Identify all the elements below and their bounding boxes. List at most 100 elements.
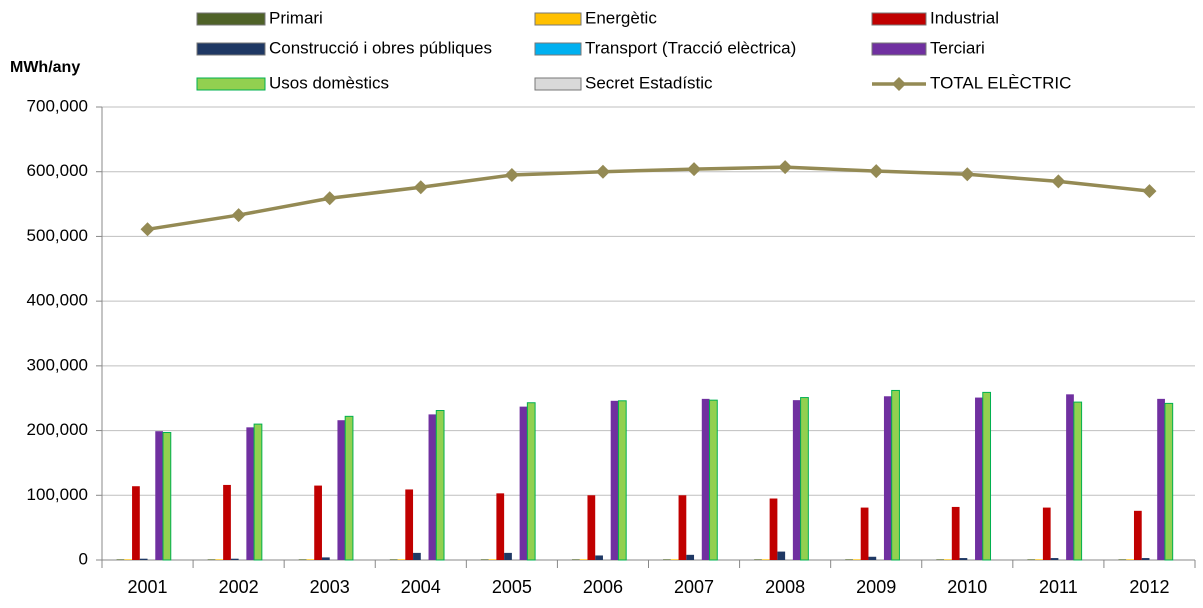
bar	[868, 556, 877, 560]
bar	[1157, 398, 1165, 560]
marker	[413, 180, 428, 195]
bar	[344, 415, 354, 561]
bar	[215, 559, 224, 560]
x-tick-label: 2012	[1129, 577, 1169, 597]
legend-swatch	[534, 12, 582, 26]
marker	[140, 222, 155, 237]
legend-swatch	[534, 77, 582, 91]
marker	[231, 208, 246, 223]
bar	[754, 559, 762, 560]
x-tick-label: 2007	[674, 577, 714, 597]
bar	[207, 559, 216, 560]
marker	[960, 167, 975, 182]
bar	[617, 400, 627, 561]
bar	[944, 559, 952, 560]
bar	[1050, 558, 1059, 560]
legend-swatch	[196, 42, 266, 56]
legend-label: Primari	[269, 8, 323, 27]
bar	[389, 559, 398, 560]
bar	[223, 484, 231, 560]
bar	[1066, 394, 1074, 560]
bar	[413, 552, 421, 560]
legend-swatch	[892, 77, 906, 91]
bar	[579, 559, 588, 560]
bar	[800, 397, 809, 561]
bar	[480, 559, 489, 560]
bar	[337, 420, 346, 560]
bar	[663, 559, 671, 560]
bar	[610, 400, 619, 560]
legend-swatch	[534, 42, 582, 56]
bar	[519, 406, 528, 560]
bar	[397, 559, 406, 560]
bar	[428, 414, 437, 560]
bar	[982, 391, 992, 561]
x-tick-label: 2011	[1039, 577, 1078, 597]
x-tick-label: 2005	[492, 577, 532, 597]
x-tick-label: 2004	[401, 577, 441, 597]
bar	[162, 432, 172, 561]
bar	[321, 557, 330, 560]
y-axis-label: MWh/any	[10, 59, 80, 76]
y-tick-label: 700,000	[27, 96, 88, 115]
bar	[405, 489, 414, 560]
y-tick-label: 300,000	[27, 355, 88, 374]
x-tick-label: 2009	[856, 577, 896, 597]
bar	[1027, 559, 1036, 560]
marker	[869, 164, 884, 179]
bar	[1126, 559, 1134, 560]
legend-label: Industrial	[930, 8, 999, 27]
bar	[1141, 558, 1150, 560]
bar	[891, 389, 900, 561]
marker	[778, 160, 793, 175]
bar	[769, 498, 778, 560]
bar	[230, 558, 239, 560]
bar	[504, 552, 512, 560]
bar	[298, 559, 307, 560]
bar	[1042, 507, 1051, 560]
bar	[116, 559, 125, 560]
y-tick-label: 200,000	[27, 420, 88, 439]
bar	[678, 495, 687, 560]
line	[147, 165, 1150, 232]
bar	[686, 554, 695, 560]
bar	[306, 559, 315, 560]
bar	[1073, 401, 1083, 561]
bar	[132, 486, 140, 560]
bar	[951, 506, 960, 560]
bar	[571, 559, 580, 560]
x-tick-label: 2006	[583, 577, 623, 597]
bar	[155, 431, 164, 560]
bar	[139, 558, 148, 560]
bar	[959, 558, 968, 560]
bar	[701, 398, 710, 560]
legend-swatch	[196, 77, 266, 91]
x-tick-label: 2010	[947, 577, 987, 597]
legend-label: Transport (Tracció elèctrica)	[585, 38, 796, 57]
legend-label: Energètic	[585, 8, 657, 27]
bar	[936, 559, 945, 560]
bar	[1035, 559, 1043, 560]
bar	[709, 399, 718, 561]
bar	[595, 555, 603, 560]
bar	[975, 397, 983, 560]
x-tick-label: 2002	[219, 577, 259, 597]
y-tick-label: 600,000	[27, 161, 88, 180]
bar	[488, 559, 497, 560]
bar	[246, 427, 255, 560]
y-tick-label: 500,000	[27, 226, 88, 245]
bar	[761, 559, 770, 560]
bar	[852, 559, 861, 560]
bar	[587, 495, 596, 560]
bar	[860, 507, 869, 560]
marker	[1051, 174, 1066, 189]
marker	[687, 162, 702, 177]
legend-label: Secret Estadístic	[585, 73, 713, 92]
legend-label: Construcció i obres públiques	[269, 38, 492, 57]
legend-label: Terciari	[930, 38, 985, 57]
legend-swatch	[871, 42, 927, 56]
bar	[670, 559, 679, 560]
y-tick-label: 400,000	[27, 291, 88, 310]
bar	[496, 493, 505, 560]
